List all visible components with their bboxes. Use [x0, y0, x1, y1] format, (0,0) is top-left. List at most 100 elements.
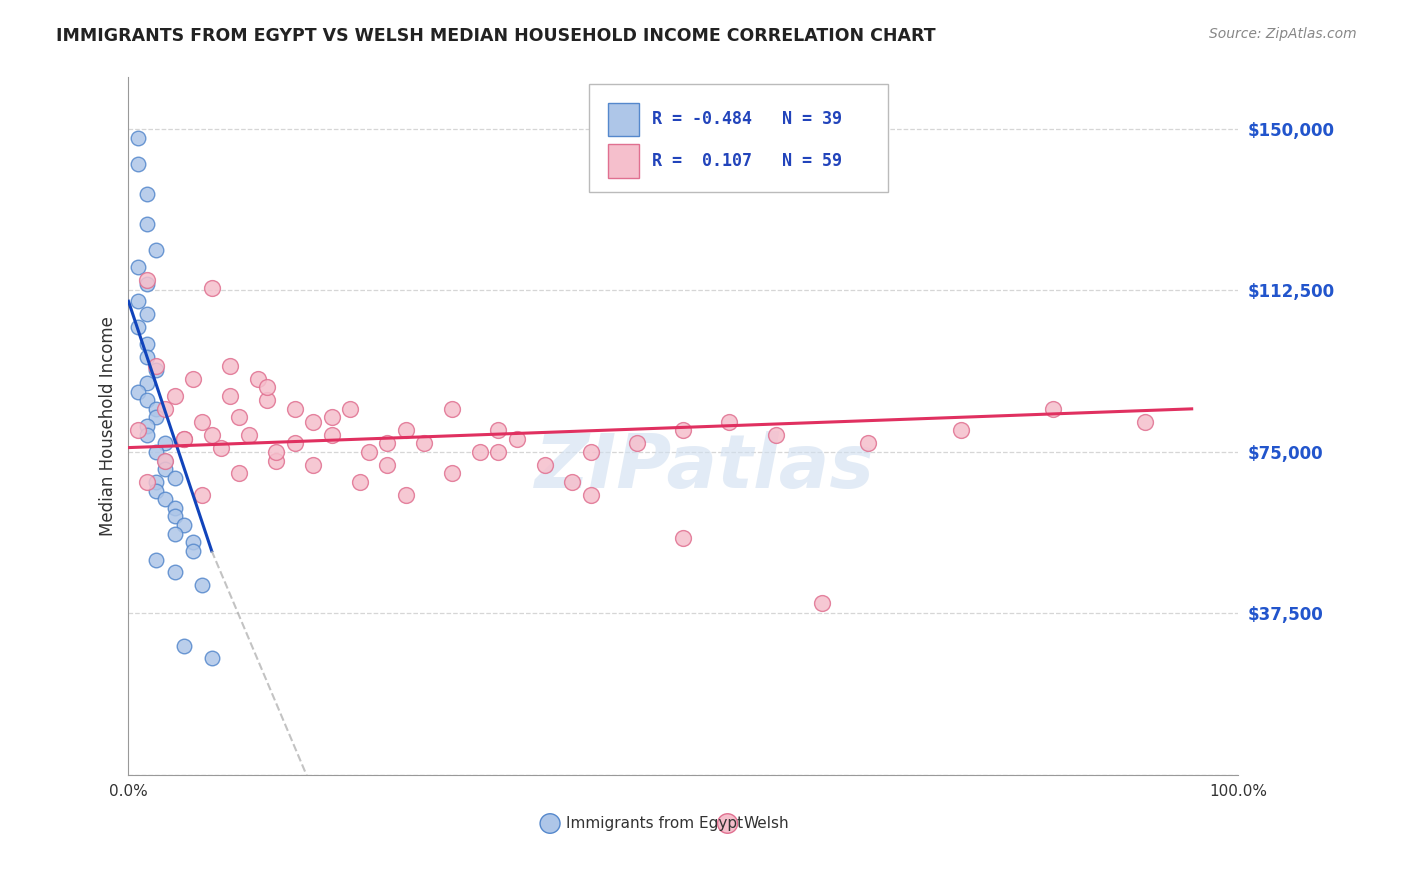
Point [321, 410, 343, 425]
Point [284, 436, 307, 450]
Point [246, 372, 269, 386]
Point [357, 445, 380, 459]
Point [155, 492, 177, 507]
Point [173, 518, 195, 533]
Point [136, 273, 159, 287]
Point [321, 427, 343, 442]
Point [163, 471, 186, 485]
Text: ZIPatlas: ZIPatlas [536, 432, 876, 504]
Point [145, 359, 167, 373]
Text: Immigrants from Egypt: Immigrants from Egypt [565, 816, 742, 831]
Point [626, 436, 648, 450]
Point [145, 401, 167, 416]
Point [672, 531, 695, 545]
Point [173, 639, 195, 653]
Point [173, 432, 195, 446]
Point [256, 393, 278, 408]
Point [181, 372, 204, 386]
Point [145, 243, 167, 257]
Point [155, 453, 177, 467]
Point [181, 544, 204, 558]
Point [468, 445, 491, 459]
Point [145, 445, 167, 459]
Point [127, 320, 149, 334]
Text: Welsh: Welsh [744, 816, 789, 831]
Point [136, 337, 159, 351]
Point [811, 595, 834, 609]
Point [486, 445, 509, 459]
Point [375, 458, 398, 472]
Point [181, 535, 204, 549]
Point [191, 415, 214, 429]
Point [506, 432, 529, 446]
Point [302, 415, 325, 429]
Point [145, 363, 167, 377]
Point [155, 453, 177, 467]
Ellipse shape [540, 814, 560, 833]
Point [349, 475, 371, 489]
Point [145, 552, 167, 566]
Point [136, 217, 159, 231]
Point [127, 294, 149, 309]
Point [533, 458, 555, 472]
Point [375, 436, 398, 450]
Point [127, 130, 149, 145]
Point [173, 432, 195, 446]
Point [127, 423, 149, 437]
Point [238, 427, 260, 442]
Point [163, 509, 186, 524]
Point [579, 488, 602, 502]
FancyBboxPatch shape [607, 145, 638, 178]
Point [302, 458, 325, 472]
Point [228, 410, 250, 425]
Point [127, 384, 149, 399]
Point [191, 488, 214, 502]
Point [284, 401, 307, 416]
Point [201, 651, 224, 665]
Point [136, 427, 159, 442]
Text: Source: ZipAtlas.com: Source: ZipAtlas.com [1209, 27, 1357, 41]
Point [395, 423, 418, 437]
Point [441, 401, 464, 416]
Point [136, 419, 159, 434]
Point [266, 453, 288, 467]
Point [136, 350, 159, 364]
Text: R = -0.484   N = 39: R = -0.484 N = 39 [652, 111, 842, 128]
Point [163, 500, 186, 515]
Point [136, 393, 159, 408]
Point [191, 578, 214, 592]
Point [266, 445, 288, 459]
Point [145, 475, 167, 489]
Point [209, 441, 232, 455]
Point [413, 436, 436, 450]
Point [163, 566, 186, 580]
Point [145, 483, 167, 498]
Point [1135, 415, 1157, 429]
Point [561, 475, 583, 489]
Point [672, 423, 695, 437]
Point [136, 277, 159, 291]
Point [163, 389, 186, 403]
Point [155, 436, 177, 450]
Point [201, 427, 224, 442]
Point [228, 467, 250, 481]
Point [136, 475, 159, 489]
Point [219, 359, 242, 373]
Point [718, 415, 741, 429]
Point [127, 156, 149, 170]
Point [856, 436, 879, 450]
Point [155, 462, 177, 476]
Point [579, 445, 602, 459]
FancyBboxPatch shape [607, 103, 638, 136]
FancyBboxPatch shape [589, 85, 889, 193]
Point [395, 488, 418, 502]
Point [155, 401, 177, 416]
Point [256, 380, 278, 394]
Point [1042, 401, 1064, 416]
Point [163, 526, 186, 541]
Point [136, 307, 159, 321]
Text: R =  0.107   N = 59: R = 0.107 N = 59 [652, 153, 842, 170]
Point [201, 281, 224, 295]
Point [339, 401, 361, 416]
Ellipse shape [717, 814, 738, 833]
